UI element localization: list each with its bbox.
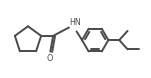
Text: O: O — [47, 54, 53, 63]
Text: HN: HN — [69, 18, 81, 27]
